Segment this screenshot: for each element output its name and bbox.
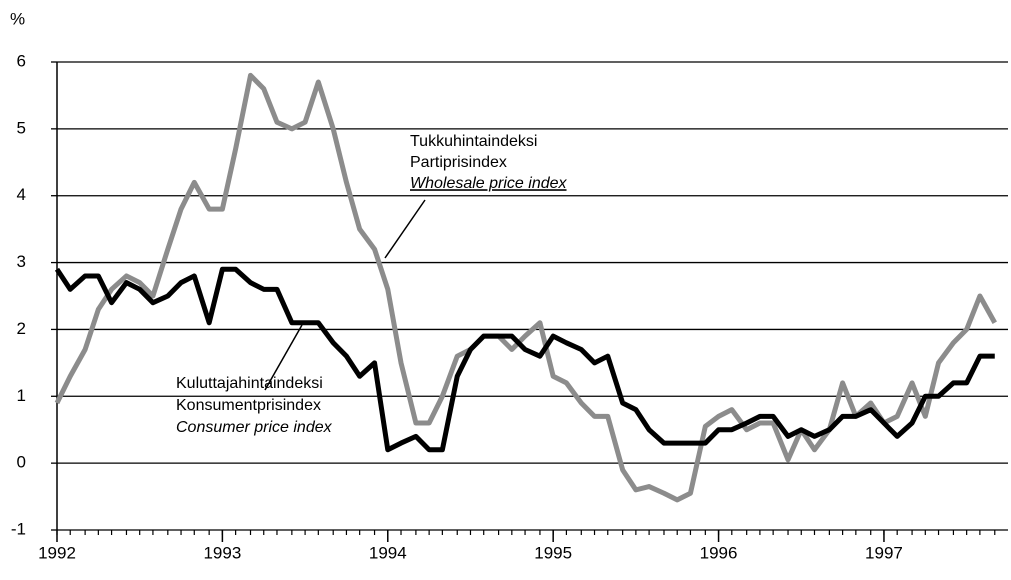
leader-line [384, 199, 426, 259]
y-tick-label: -1 [11, 519, 26, 538]
x-tick-label: 1994 [369, 543, 407, 562]
y-tick-label: 3 [17, 252, 26, 271]
y-tick-label: 6 [17, 51, 26, 70]
y-tick-label: 1 [17, 386, 26, 405]
label-en: Consumer price index [176, 419, 333, 436]
leader-line [264, 324, 303, 391]
y-tick-label: 5 [17, 118, 26, 137]
y-tick-label: 2 [17, 319, 26, 338]
label-sv: Partiprisindex [410, 154, 507, 171]
x-tick-label: 1997 [865, 543, 903, 562]
label-fi: Tukkuhintaindeksi [410, 133, 537, 150]
series-line [54, 266, 995, 453]
y-tick-label: 4 [17, 185, 26, 204]
y-unit: % [10, 9, 25, 28]
x-tick-label: 1993 [203, 543, 241, 562]
label-en: Wholesale price index [410, 175, 568, 192]
x-tick-label: 1992 [38, 543, 76, 562]
x-tick-label: 1996 [700, 543, 738, 562]
label-fi: Kuluttajahintaindeksi [176, 375, 323, 392]
x-tick-label: 1995 [534, 543, 572, 562]
series-line [54, 72, 997, 503]
y-tick-label: 0 [17, 453, 26, 472]
label-sv: Konsumentprisindex [176, 397, 321, 414]
